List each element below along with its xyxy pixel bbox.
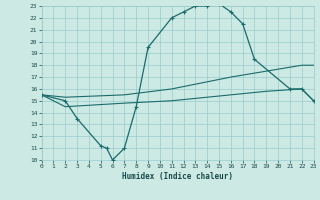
X-axis label: Humidex (Indice chaleur): Humidex (Indice chaleur) [122,172,233,181]
